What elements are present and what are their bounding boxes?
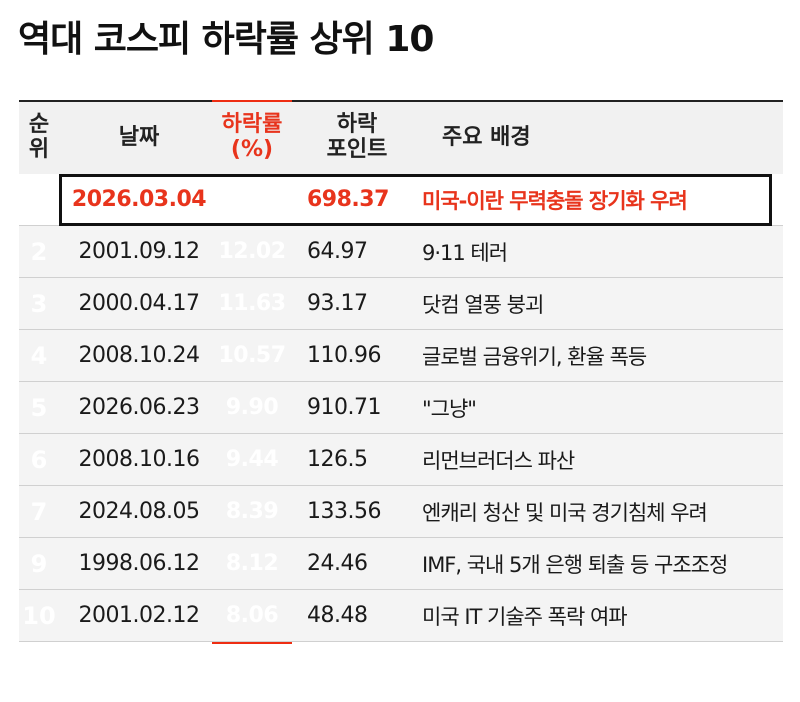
table-row: 2 2001.09.12 12.02 64.97 9·11 테러 xyxy=(19,226,783,278)
table-row: 3 2000.04.17 11.63 93.17 닷컴 열풍 붕괴 xyxy=(19,278,783,330)
header-background-label: 주요 배경 xyxy=(442,124,531,150)
point-cell: 133.56 xyxy=(307,499,381,524)
date-cell: 2000.04.17 xyxy=(78,291,200,316)
background-cell: "그냥" xyxy=(422,396,477,421)
background-cell: 리먼브러더스 파산 xyxy=(422,448,575,473)
header-rank: 순 위 xyxy=(19,102,59,174)
point-cell: 126.5 xyxy=(307,447,368,472)
background-cell: 엔캐리 청산 및 미국 경기침체 우려 xyxy=(422,500,708,525)
date-cell: 2001.02.12 xyxy=(78,603,200,628)
rank-cell: 2 xyxy=(30,237,48,266)
date-cell: 2026.06.23 xyxy=(78,395,200,420)
rate-cell: 12.06 xyxy=(218,187,286,212)
table-header: 순 위 날짜 하락률 (%) 하락 포인트 주요 배경 xyxy=(19,102,783,174)
point-cell: 48.48 xyxy=(307,603,368,628)
date-cell: 1998.06.12 xyxy=(78,551,200,576)
rate-cell: 8.06 xyxy=(225,603,279,628)
rate-cell: 11.63 xyxy=(218,291,286,316)
rank-cell: 4 xyxy=(30,341,48,370)
rank-cell: 6 xyxy=(30,445,48,474)
header-point-line-1: 하락 xyxy=(336,112,378,138)
rate-cell: 8.12 xyxy=(225,551,279,576)
page-title: 역대 코스피 하락률 상위 10 xyxy=(18,19,434,60)
point-cell: 93.17 xyxy=(307,291,368,316)
header-rate-line-1: 하락률 xyxy=(221,112,283,138)
table-body: 1 2026.03.04 12.06 698.37 미국-이란 무력충돌 장기화… xyxy=(19,174,783,642)
table-row: 5 2026.06.23 9.90 910.71 "그냥" xyxy=(19,382,783,434)
background-cell: 미국 IT 기술주 폭락 여파 xyxy=(422,604,628,629)
rank-cell: 7 xyxy=(30,497,48,526)
table-row: 9 1998.06.12 8.12 24.46 IMF, 국내 5개 은행 퇴출… xyxy=(19,538,783,590)
rank-cell: 1 xyxy=(30,185,48,214)
header-date-label: 날짜 xyxy=(118,124,160,150)
date-cell: 2001.09.12 xyxy=(78,239,200,264)
point-cell: 110.96 xyxy=(307,343,381,368)
header-point: 하락 포인트 xyxy=(302,102,412,174)
rank-cell: 9 xyxy=(30,549,48,578)
rank-cell: 3 xyxy=(30,289,48,318)
background-cell: 미국-이란 무력충돌 장기화 우려 xyxy=(422,188,688,213)
table-row: 4 2008.10.24 10.57 110.96 글로벌 금융위기, 환율 폭… xyxy=(19,330,783,382)
header-rate-line-2: (%) xyxy=(230,137,274,162)
header-point-line-2: 포인트 xyxy=(326,137,388,162)
date-cell: 2024.08.05 xyxy=(78,499,200,524)
date-cell: 2008.10.16 xyxy=(78,447,200,472)
table-row: 1 2026.03.04 12.06 698.37 미국-이란 무력충돌 장기화… xyxy=(19,174,783,226)
rate-cell: 8.39 xyxy=(225,499,279,524)
background-cell: IMF, 국내 5개 은행 퇴출 등 구조조정 xyxy=(422,552,728,577)
table-row: 10 2001.02.12 8.06 48.48 미국 IT 기술주 폭락 여파 xyxy=(19,590,783,642)
background-cell: 9·11 테러 xyxy=(422,240,508,265)
background-cell: 닷컴 열풍 붕괴 xyxy=(422,292,544,317)
point-cell: 24.46 xyxy=(307,551,368,576)
header-rank-line-1: 순 xyxy=(28,112,50,138)
point-cell: 698.37 xyxy=(307,187,389,212)
rate-cell: 12.02 xyxy=(218,239,286,264)
rate-cell: 10.57 xyxy=(218,343,286,368)
table-top-rule xyxy=(19,100,783,102)
header-background: 주요 배경 xyxy=(442,102,742,174)
rate-cell: 9.90 xyxy=(225,395,279,420)
ranking-table: 순 위 날짜 하락률 (%) 하락 포인트 주요 배경 1 2026.03.04… xyxy=(19,100,783,644)
point-cell: 910.71 xyxy=(307,395,381,420)
rank-cell: 5 xyxy=(30,393,48,422)
rate-cell: 9.44 xyxy=(225,447,279,472)
header-rank-line-2: 위 xyxy=(28,137,50,162)
date-cell: 2008.10.24 xyxy=(78,343,200,368)
rank-cell: 10 xyxy=(22,601,56,630)
date-cell: 2026.03.04 xyxy=(71,187,207,212)
background-cell: 글로벌 금융위기, 환율 폭등 xyxy=(422,344,647,369)
header-rate: 하락률 (%) xyxy=(212,102,292,174)
header-date: 날짜 xyxy=(69,102,209,174)
table-row: 7 2024.08.05 8.39 133.56 엔캐리 청산 및 미국 경기침… xyxy=(19,486,783,538)
point-cell: 64.97 xyxy=(307,239,368,264)
table-row: 6 2008.10.16 9.44 126.5 리먼브러더스 파산 xyxy=(19,434,783,486)
